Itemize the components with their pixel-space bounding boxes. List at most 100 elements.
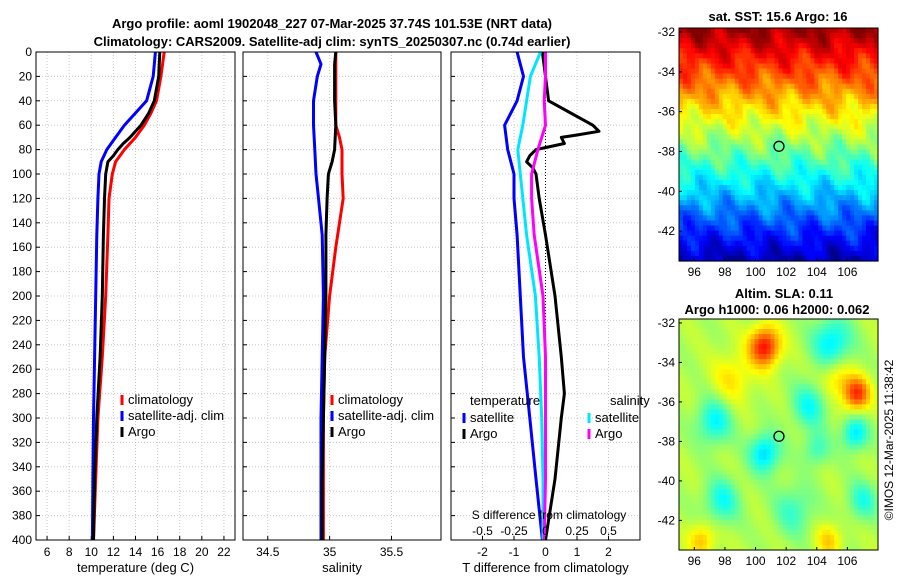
map-cell bbox=[814, 389, 819, 395]
map-cell bbox=[762, 329, 768, 335]
map-cell bbox=[770, 225, 776, 232]
map-cell bbox=[834, 190, 839, 196]
map-cell bbox=[818, 409, 823, 416]
map-cell bbox=[714, 454, 720, 461]
map-cell bbox=[726, 169, 732, 176]
map-cell bbox=[870, 509, 875, 516]
map-cell bbox=[722, 124, 728, 130]
map-cell bbox=[790, 414, 796, 421]
map-cell bbox=[806, 374, 811, 380]
map-cell bbox=[682, 185, 688, 191]
map-cell bbox=[802, 404, 807, 410]
map-cell bbox=[830, 63, 835, 70]
map-cell bbox=[790, 374, 796, 380]
map-cell bbox=[679, 489, 684, 496]
map-cell bbox=[679, 88, 684, 95]
map-cell bbox=[762, 174, 768, 181]
map-cell bbox=[830, 245, 835, 252]
map-cell bbox=[786, 190, 792, 196]
map-cell bbox=[686, 195, 692, 201]
map-cell bbox=[838, 164, 843, 171]
map-cell bbox=[842, 38, 847, 44]
map-cell bbox=[746, 78, 752, 85]
map-cell bbox=[698, 78, 704, 85]
map-cell bbox=[806, 344, 811, 350]
map-cell bbox=[802, 444, 807, 451]
map-cell bbox=[858, 389, 863, 395]
map-cell bbox=[754, 119, 760, 125]
map-cell bbox=[726, 73, 732, 80]
map-cell bbox=[738, 329, 744, 335]
map-cell bbox=[830, 230, 835, 237]
map-cell bbox=[826, 235, 831, 242]
map-cell bbox=[758, 324, 764, 330]
map-cell bbox=[762, 434, 768, 441]
map-cell bbox=[862, 230, 867, 237]
map-cell bbox=[758, 68, 764, 75]
map-cell bbox=[738, 504, 744, 511]
map-cell bbox=[738, 444, 744, 451]
map-cell bbox=[746, 169, 752, 176]
map-cell bbox=[718, 454, 724, 461]
map-cell bbox=[698, 48, 704, 54]
map-cell bbox=[874, 134, 879, 141]
map-cell bbox=[822, 504, 827, 511]
map-cell bbox=[746, 534, 752, 541]
map-cell bbox=[694, 324, 700, 330]
map-cell bbox=[742, 164, 748, 171]
map-cell bbox=[738, 169, 744, 176]
map-cell bbox=[722, 245, 728, 252]
map-cell bbox=[754, 205, 760, 211]
map-cell bbox=[798, 169, 803, 176]
map-cell bbox=[874, 509, 879, 516]
map-cell bbox=[822, 489, 827, 496]
map-cell bbox=[782, 53, 788, 59]
map-cell bbox=[686, 414, 692, 421]
map-cell bbox=[802, 68, 807, 75]
map-cell bbox=[722, 159, 728, 166]
map-cell bbox=[874, 190, 879, 196]
map-cell bbox=[790, 144, 796, 151]
map-cell bbox=[822, 469, 827, 476]
map-cell bbox=[754, 334, 760, 340]
map-cell bbox=[702, 479, 708, 486]
map-cell bbox=[846, 434, 851, 441]
map-cell bbox=[686, 154, 692, 161]
map-cell bbox=[802, 185, 807, 191]
map-cell bbox=[746, 419, 752, 426]
map-cell bbox=[702, 119, 708, 125]
map-cell bbox=[710, 205, 716, 211]
map-cell bbox=[810, 98, 815, 105]
map-cell bbox=[806, 205, 811, 211]
map-cell bbox=[826, 190, 831, 196]
map-cell bbox=[818, 103, 823, 110]
map-cell bbox=[850, 499, 855, 506]
map-cell bbox=[758, 154, 764, 161]
map-cell bbox=[850, 149, 855, 156]
map-cell bbox=[718, 539, 724, 546]
map-cell bbox=[850, 78, 855, 85]
map-cell bbox=[706, 38, 712, 44]
map-cell bbox=[726, 464, 732, 471]
map-cell bbox=[822, 359, 827, 365]
map-cell bbox=[718, 509, 724, 516]
map-cell bbox=[822, 185, 827, 191]
map-cell bbox=[679, 179, 684, 186]
map-cell bbox=[742, 185, 748, 191]
map-cell bbox=[679, 114, 684, 120]
series-line-satellite-adj-clim bbox=[90, 52, 157, 540]
map-cell bbox=[830, 250, 835, 257]
map-cell bbox=[806, 240, 811, 247]
map-cell bbox=[798, 200, 803, 206]
map-cell bbox=[818, 43, 823, 49]
map-cell bbox=[750, 479, 756, 486]
map-cell bbox=[814, 103, 819, 110]
map-cell bbox=[794, 444, 799, 451]
map-cell bbox=[850, 319, 855, 325]
map-cell bbox=[810, 169, 815, 176]
map-cell bbox=[766, 324, 772, 330]
map-cell bbox=[830, 114, 835, 120]
map-cell bbox=[830, 534, 835, 541]
map-cell bbox=[734, 534, 740, 541]
